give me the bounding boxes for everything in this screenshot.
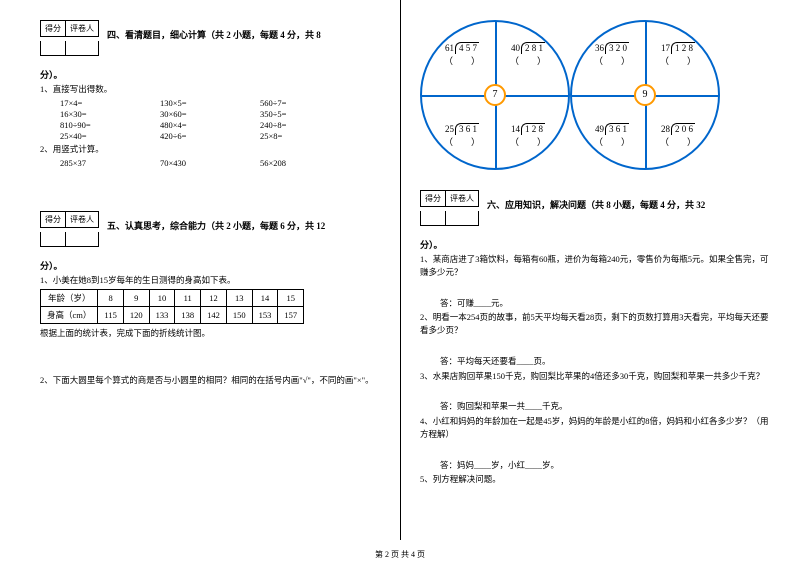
score-box: 得分 评卷人	[420, 190, 479, 226]
q4-1: 1、直接写出得数。	[40, 83, 390, 96]
calc-grid-1: 17×4=130×5=560÷7= 16×30=30×60=350÷5= 810…	[40, 98, 390, 141]
section-5-title-cont: 分）。	[40, 259, 390, 272]
a6-3: 答：购回梨和苹果一共____千克。	[440, 400, 770, 413]
column-divider	[400, 0, 401, 540]
circle-1-center: 7	[484, 84, 506, 106]
q4-2: 2、用竖式计算。	[40, 143, 390, 156]
circle-2: 9 363 2 0 （ ） 171 2 8 （ ） 493 6 1 （ ） 28…	[570, 20, 720, 170]
q6-3: 3、水果店购回苹果150千克，购回梨比苹果的4倍还多30千克，购回梨和苹果一共多…	[420, 370, 770, 383]
section-4-title-cont: 分）。	[40, 68, 390, 81]
score-label: 得分	[41, 21, 66, 36]
c2-q2: 171 2 8 （ ）	[643, 42, 713, 67]
circle-1: 7 614 5 7 （ ） 402 8 1 （ ） 253 6 1 （ ） 14…	[420, 20, 570, 170]
c2-q4: 282 0 6 （ ）	[643, 123, 713, 148]
left-column: 得分 评卷人 四、看清题目，细心计算（共 2 小题，每题 4 分，共 8 分）。…	[40, 20, 390, 395]
a6-4: 答：妈妈____岁，小红____岁。	[440, 459, 770, 472]
q6-5: 5、列方程解决问题。	[420, 473, 770, 486]
c1-q1: 614 5 7 （ ）	[427, 42, 497, 67]
page-footer: 第 2 页 共 4 页	[0, 549, 800, 560]
q6-1: 1、某商店进了3箱饮料，每箱有60瓶，进价为每箱240元，零售价为每瓶5元。如果…	[420, 253, 770, 279]
q5-2: 2、下面大圆里每个算式的商是否与小圆里的相同？相同的在括号内画"√"，不同的画"…	[40, 374, 390, 387]
section-5: 得分 评卷人 五、认真思考，综合能力（共 2 小题，每题 6 分，共 12 分）…	[40, 211, 390, 387]
right-column: 7 614 5 7 （ ） 402 8 1 （ ） 253 6 1 （ ） 14…	[420, 20, 770, 494]
score-box: 得分 评卷人	[40, 20, 99, 56]
section-5-title: 五、认真思考，综合能力（共 2 小题，每题 6 分，共 12	[107, 219, 325, 232]
circle-2-center: 9	[634, 84, 656, 106]
section-6: 得分 评卷人 六、应用知识，解决问题（共 8 小题，每题 4 分，共 32 分）…	[420, 190, 770, 486]
section-4-title: 四、看清题目，细心计算（共 2 小题，每题 4 分，共 8	[107, 28, 321, 41]
q5-1: 1、小美在她8到15岁每年的生日测得的身高如下表。	[40, 274, 390, 287]
c2-q1: 363 2 0 （ ）	[577, 42, 647, 67]
c2-q3: 493 6 1 （ ）	[577, 123, 647, 148]
q6-4: 4、小红和妈妈的年龄加在一起是45岁，妈妈的年龄是小红的8倍，妈妈和小红各多少岁…	[420, 415, 770, 441]
q5-1b: 根据上面的统计表，完成下面的折线统计图。	[40, 327, 390, 340]
a6-2: 答：平均每天还要看____页。	[440, 355, 770, 368]
a6-1: 答：可赚____元。	[440, 297, 770, 310]
height-table: 年龄（岁）89101112131415 身高（cm）11512013313814…	[40, 289, 304, 324]
grader-label: 评卷人	[66, 21, 98, 36]
section-6-title-cont: 分）。	[420, 238, 770, 251]
c1-q3: 253 6 1 （ ）	[427, 123, 497, 148]
calc-grid-2: 285×37 70×430 56×208	[40, 158, 390, 168]
section-4: 得分 评卷人 四、看清题目，细心计算（共 2 小题，每题 4 分，共 8 分）。…	[40, 20, 390, 168]
c1-q4: 141 2 8 （ ）	[493, 123, 563, 148]
score-box: 得分 评卷人	[40, 211, 99, 247]
q6-2: 2、明看一本254页的故事，前5天平均每天看28页，剩下的页数打算用3天看完，平…	[420, 311, 770, 337]
section-6-title: 六、应用知识，解决问题（共 8 小题，每题 4 分，共 32	[487, 198, 705, 211]
circle-diagrams: 7 614 5 7 （ ） 402 8 1 （ ） 253 6 1 （ ） 14…	[420, 20, 770, 170]
c1-q2: 402 8 1 （ ）	[493, 42, 563, 67]
